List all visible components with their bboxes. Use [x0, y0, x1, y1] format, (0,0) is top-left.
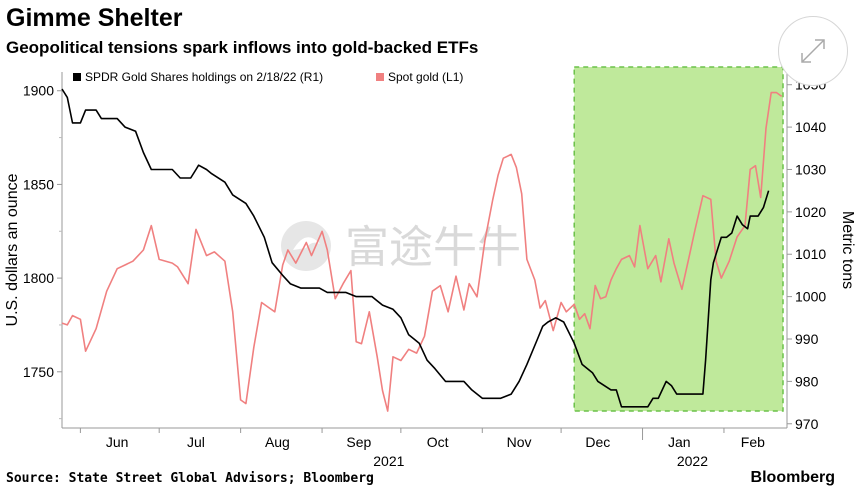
right-tick-label-990: 990 — [795, 331, 819, 347]
left-tick-label-1850: 1850 — [23, 176, 54, 192]
right-tick-label-1040: 1040 — [795, 119, 826, 135]
left-axis-ticks: 1750 1800 1850 1900 — [23, 83, 62, 420]
year-labels: 2021 2022 — [373, 453, 708, 469]
legend-label-gold: Spot gold (L1) — [388, 70, 463, 84]
right-tick-label-1020: 1020 — [795, 204, 826, 220]
right-tick-label-1010: 1010 — [795, 246, 826, 262]
series-line-spdr-holdings — [61, 88, 770, 408]
x-tick-label-feb: Feb — [741, 434, 765, 450]
series-line-spot-gold — [61, 91, 783, 412]
right-tick-label-980: 980 — [795, 373, 819, 389]
legend-swatch-spdr — [73, 73, 81, 81]
year-label-2021: 2021 — [373, 453, 404, 469]
chart-subtitle: Geopolitical tensions spark inflows into… — [6, 38, 479, 57]
x-tick-label-dec: Dec — [585, 434, 610, 450]
highlight-region — [573, 66, 784, 412]
year-label-2022: 2022 — [677, 453, 708, 469]
legend-label-spdr: SPDR Gold Shares holdings on 2/18/22 (R1… — [85, 70, 323, 84]
expand-icon — [801, 39, 825, 63]
legend-swatch-gold — [376, 73, 384, 81]
source-note: Source: State Street Global Advisors; Bl… — [6, 471, 374, 486]
x-tick-label-aug: Aug — [265, 434, 290, 450]
x-tick-label-nov: Nov — [507, 434, 532, 450]
left-tick-label-1750: 1750 — [23, 364, 54, 380]
x-tick-label-oct: Oct — [427, 434, 449, 450]
x-axis-ticks: Jun Jul Aug Sep Oct Nov Dec Jan Feb — [79, 428, 765, 450]
right-tick-label-1000: 1000 — [795, 289, 826, 305]
left-tick-label-1800: 1800 — [23, 270, 54, 286]
watermark: 富途牛牛 — [281, 221, 521, 273]
chart-title: Gimme Shelter — [6, 4, 183, 32]
expand-button[interactable] — [778, 16, 848, 86]
left-tick-label-1900: 1900 — [23, 83, 54, 99]
watermark-text: 富途牛牛 — [345, 222, 521, 273]
x-tick-label-jun: Jun — [106, 434, 129, 450]
right-axis-title: Metric tons — [839, 211, 856, 289]
right-axis-ticks: 970980990100010101020103010401050 — [787, 77, 826, 432]
x-tick-label-sep: Sep — [346, 434, 371, 450]
left-axis-title: U.S. dollars an ounce — [4, 173, 21, 326]
x-tick-label-jul: Jul — [187, 434, 205, 450]
legend: SPDR Gold Shares holdings on 2/18/22 (R1… — [73, 70, 463, 84]
bloomberg-logo: Bloomberg — [750, 469, 835, 486]
right-tick-label-970: 970 — [795, 416, 819, 432]
x-tick-label-jan: Jan — [668, 434, 691, 450]
right-tick-label-1030: 1030 — [795, 161, 826, 177]
